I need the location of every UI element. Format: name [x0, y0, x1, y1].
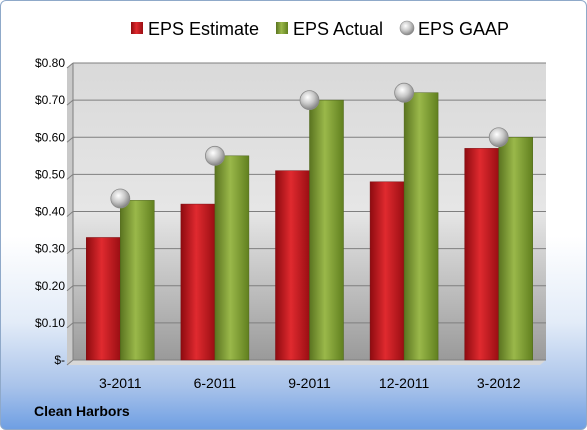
y-tick-label: $0.60 [35, 130, 65, 144]
gridline-wall [66, 62, 74, 69]
y-tick-label: $0.50 [35, 167, 65, 181]
bar-eps-estimate [464, 148, 499, 361]
gridline-wall [66, 285, 74, 292]
gridline-wall [66, 211, 74, 217]
bar-eps-actual [120, 200, 155, 361]
y-tick-label: $- [54, 353, 65, 367]
y-tick-label: $0.30 [35, 242, 65, 256]
gridline-wall [66, 99, 74, 106]
y-tick-label: $0.70 [35, 93, 65, 107]
gridline-wall [66, 173, 74, 180]
point-eps-gaap [110, 188, 131, 209]
y-tick-label: $0.80 [35, 56, 65, 70]
point-eps-gaap [204, 145, 225, 166]
x-tick-label: 12-2011 [379, 375, 430, 391]
gridline-wall [66, 322, 74, 329]
bar-eps-actual [498, 137, 533, 361]
legend-swatch [276, 22, 288, 34]
bar-eps-actual [403, 92, 439, 361]
bar-eps-actual [309, 99, 344, 361]
bar-eps-actual [214, 155, 250, 361]
y-tick-label: $0.20 [35, 279, 65, 293]
gridline-wall [66, 359, 74, 366]
x-tick-label: 6-2011 [194, 375, 237, 391]
legend-label: EPS Actual [293, 19, 383, 39]
y-tick-label: $0.10 [35, 316, 65, 330]
y-tick-label: $0.40 [35, 205, 65, 219]
plot-area: $- $0.10 $0.20 $0.30 $0.40 $0.50 $0.60 $0.70 $0.… [35, 56, 546, 391]
bar-eps-estimate [180, 203, 216, 361]
plot-floor [67, 360, 546, 365]
company-name: Clean Harbors [34, 403, 130, 419]
legend-swatch [131, 22, 143, 34]
x-tick-label: 9-2011 [288, 375, 331, 391]
point-eps-gaap [299, 90, 320, 111]
bar-eps-estimate [86, 237, 121, 361]
gridline-wall [66, 248, 74, 255]
point-eps-gaap [394, 82, 415, 103]
legend-swatch [399, 20, 415, 36]
x-tick-label: 3-2011 [99, 375, 142, 391]
x-tick-label: 3-2012 [477, 375, 521, 391]
bar-eps-estimate [369, 181, 405, 361]
legend-label: EPS GAAP [418, 19, 509, 39]
point-eps-gaap [488, 127, 509, 148]
legend-label: EPS Estimate [148, 19, 259, 39]
legend: EPS Estimate EPS Actual EPS GAAP [131, 19, 509, 39]
gridline-wall [66, 136, 74, 143]
bar-eps-estimate [275, 170, 310, 361]
